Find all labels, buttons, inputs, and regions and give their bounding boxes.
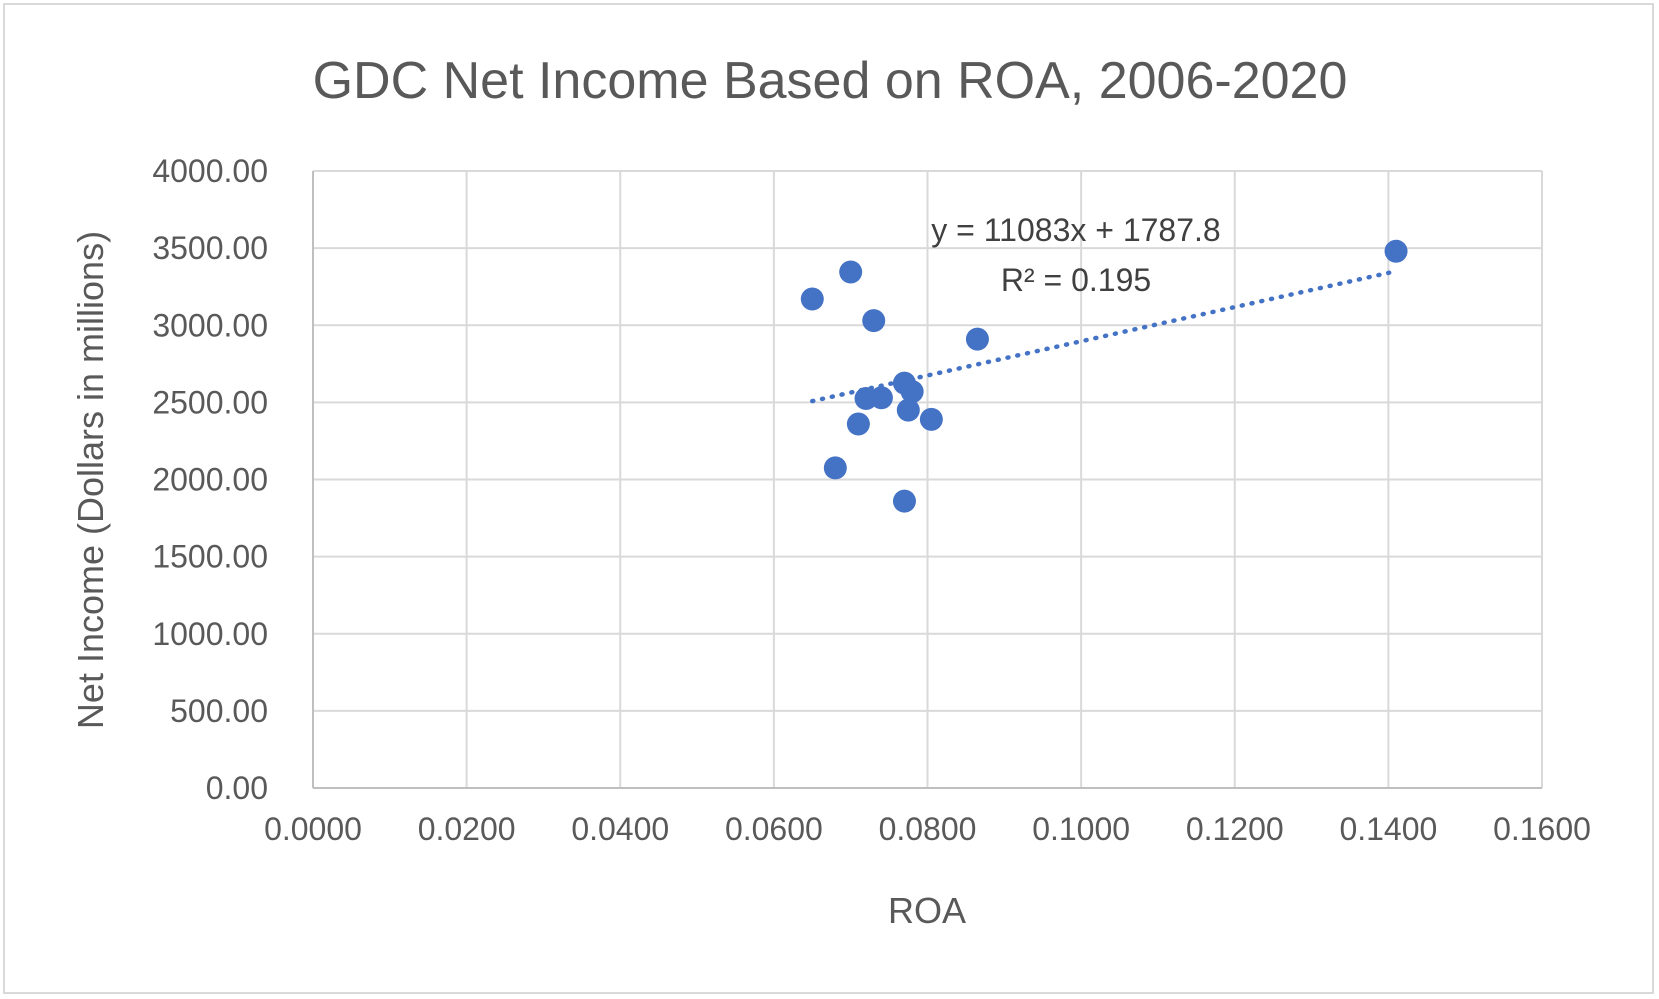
data-point — [892, 489, 916, 513]
y-tick-label: 0.00 — [206, 770, 268, 806]
x-tick-label: 0.0800 — [879, 811, 977, 847]
x-tick-label: 0.0400 — [571, 811, 669, 847]
data-point — [839, 260, 863, 284]
trendline-equation-label: y = 11083x + 1787.8 — [931, 212, 1220, 248]
y-tick-label: 1500.00 — [152, 539, 268, 575]
axes: 0.00 500.00 1000.00 1500.00 2000.00 2500.00 30… — [152, 153, 1591, 847]
x-tick-label: 0.0000 — [264, 811, 362, 847]
data-point — [800, 287, 824, 311]
x-tick-label: 0.1200 — [1186, 811, 1284, 847]
x-tick-label: 0.0600 — [725, 811, 823, 847]
y-tick-label: 500.00 — [170, 693, 268, 729]
data-point — [965, 327, 989, 351]
y-tick-label: 2000.00 — [152, 462, 268, 498]
y-tick-label: 2500.00 — [152, 384, 268, 420]
chart-frame — [3, 3, 1654, 994]
data-point — [900, 380, 924, 404]
data-point — [896, 398, 920, 422]
data-point — [869, 386, 893, 410]
trendline-r2-label: R² = 0.195 — [1001, 262, 1151, 298]
data-points — [800, 239, 1408, 513]
x-tick-label: 0.0200 — [418, 811, 516, 847]
x-tick-label: 0.1600 — [1493, 811, 1591, 847]
y-tick-label: 3500.00 — [152, 230, 268, 266]
chart-title: GDC Net Income Based on ROA, 2006-2020 — [313, 52, 1348, 110]
x-axis-title: ROA — [888, 890, 966, 931]
y-tick-label: 1000.00 — [152, 616, 268, 652]
data-point — [823, 456, 847, 480]
y-axis-title: Net Income (Dollars in millions) — [70, 231, 111, 729]
data-point — [1384, 239, 1408, 263]
data-point — [862, 309, 886, 333]
y-tick-label: 3000.00 — [152, 307, 268, 343]
data-point — [846, 412, 870, 436]
x-tick-label: 0.1400 — [1339, 811, 1437, 847]
data-point — [919, 407, 943, 431]
y-tick-label: 4000.00 — [152, 153, 268, 189]
x-tick-label: 0.1000 — [1032, 811, 1130, 847]
gridlines — [313, 170, 1543, 789]
